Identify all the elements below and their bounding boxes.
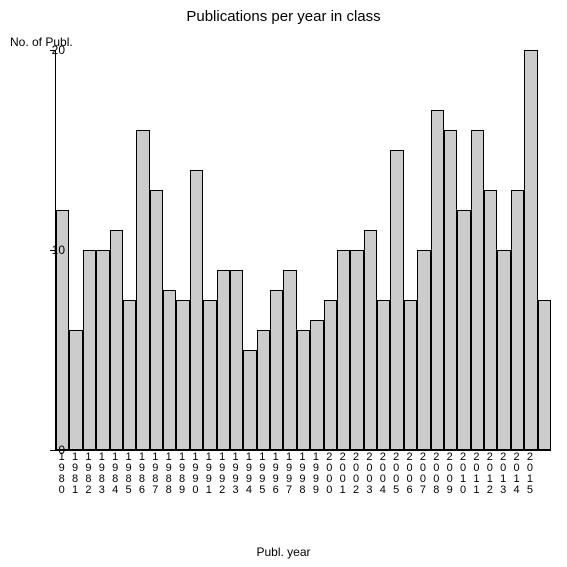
- bar: [136, 130, 149, 450]
- y-tick: [50, 450, 56, 451]
- x-tick-label: 2011: [470, 452, 483, 496]
- bar: [230, 270, 243, 450]
- bar: [324, 300, 337, 450]
- x-tick-label: 1991: [202, 452, 215, 496]
- x-tick-label: 1984: [109, 452, 122, 496]
- x-tick-label: 2001: [336, 452, 349, 496]
- x-tick-label: 2005: [389, 452, 402, 496]
- bar: [123, 300, 136, 450]
- bar: [110, 230, 123, 450]
- x-labels: 1980198119821983198419851986198719881989…: [55, 452, 550, 522]
- x-tick-label: 1985: [122, 452, 135, 496]
- x-tick-label: 1983: [95, 452, 108, 496]
- bar: [337, 250, 350, 450]
- x-tick-label: 2002: [349, 452, 362, 496]
- y-tick-label: 20: [52, 43, 65, 57]
- bar: [390, 150, 403, 450]
- bar: [243, 350, 256, 450]
- bar: [176, 300, 189, 450]
- bar: [217, 270, 230, 450]
- x-tick-label: 1981: [68, 452, 81, 496]
- x-tick-label: 2004: [376, 452, 389, 496]
- bar: [417, 250, 430, 450]
- bar: [69, 330, 82, 450]
- x-axis-title: Publ. year: [0, 545, 567, 559]
- bar: [350, 250, 363, 450]
- bar: [497, 250, 510, 450]
- bar: [364, 230, 377, 450]
- bar: [404, 300, 417, 450]
- plot-area: [55, 50, 551, 451]
- x-tick-label: 1997: [282, 452, 295, 496]
- bar: [257, 330, 270, 450]
- x-tick-label: 1995: [256, 452, 269, 496]
- x-tick-label: 1987: [149, 452, 162, 496]
- chart-title: Publications per year in class: [0, 8, 567, 25]
- x-tick-label: 1982: [82, 452, 95, 496]
- x-tick-label: 2009: [443, 452, 456, 496]
- bar: [484, 190, 497, 450]
- bar: [203, 300, 216, 450]
- x-tick-label: 1986: [135, 452, 148, 496]
- bar: [163, 290, 176, 450]
- x-tick-label: 1998: [296, 452, 309, 496]
- bar: [150, 190, 163, 450]
- bar: [524, 50, 537, 450]
- x-tick-label: 2003: [363, 452, 376, 496]
- x-tick-label: 1999: [309, 452, 322, 496]
- bar: [511, 190, 524, 450]
- bar: [444, 130, 457, 450]
- bar: [283, 270, 296, 450]
- bar: [377, 300, 390, 450]
- x-tick-label: 1990: [189, 452, 202, 496]
- chart-container: Publications per year in class No. of Pu…: [0, 0, 567, 567]
- bar: [310, 320, 323, 450]
- bar: [190, 170, 203, 450]
- bar: [83, 250, 96, 450]
- bar: [431, 110, 444, 450]
- x-tick-label: 1996: [269, 452, 282, 496]
- x-tick-label: 1993: [229, 452, 242, 496]
- x-tick-label: 2000: [323, 452, 336, 496]
- x-tick-label: 2008: [430, 452, 443, 496]
- x-tick-label: 1992: [216, 452, 229, 496]
- bar: [457, 210, 470, 450]
- x-tick-label: 1980: [55, 452, 68, 496]
- bar: [270, 290, 283, 450]
- y-tick-label: 10: [52, 243, 65, 257]
- x-tick-label: 1994: [242, 452, 255, 496]
- x-tick-label: 1988: [162, 452, 175, 496]
- bar: [538, 300, 551, 450]
- bar: [96, 250, 109, 450]
- x-tick-label: 2014: [510, 452, 523, 496]
- x-tick-label: 2007: [416, 452, 429, 496]
- bar: [471, 130, 484, 450]
- x-tick-label: 2015: [523, 452, 536, 496]
- x-tick-label: 2006: [403, 452, 416, 496]
- bar: [297, 330, 310, 450]
- x-tick-label: 2013: [496, 452, 509, 496]
- x-tick-label: 2012: [483, 452, 496, 496]
- x-tick-label: 2010: [456, 452, 469, 496]
- x-tick-label: 1989: [175, 452, 188, 496]
